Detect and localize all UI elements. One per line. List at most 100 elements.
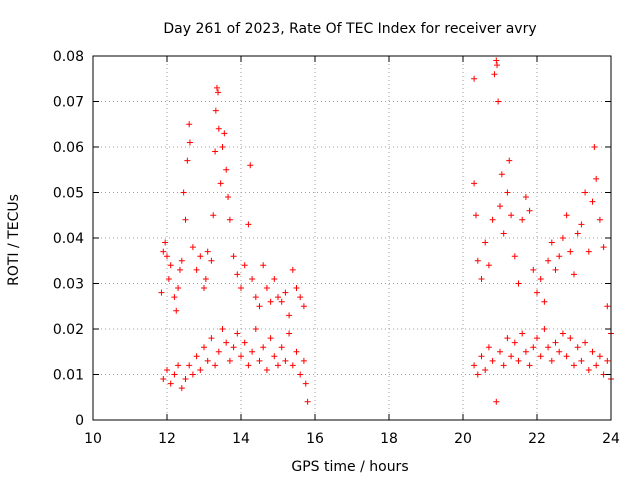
data-point bbox=[186, 362, 193, 369]
x-tick-label: 18 bbox=[380, 431, 398, 447]
data-point bbox=[197, 366, 204, 373]
data-point bbox=[204, 357, 211, 364]
data-point bbox=[508, 353, 515, 360]
data-point bbox=[571, 362, 577, 369]
y-tick-label: 0.07 bbox=[53, 95, 84, 111]
data-point bbox=[559, 235, 566, 241]
data-point bbox=[515, 280, 522, 287]
data-point bbox=[208, 335, 215, 342]
data-points bbox=[158, 57, 614, 405]
data-point bbox=[472, 212, 479, 219]
data-point bbox=[212, 148, 219, 155]
data-point bbox=[223, 339, 230, 346]
data-point bbox=[522, 194, 529, 201]
data-point bbox=[263, 285, 270, 292]
data-point bbox=[247, 162, 254, 169]
data-point bbox=[241, 262, 248, 269]
data-point bbox=[511, 339, 518, 346]
data-point bbox=[545, 344, 552, 351]
data-point bbox=[176, 266, 183, 273]
data-point bbox=[534, 335, 540, 342]
data-point bbox=[212, 362, 219, 369]
data-point bbox=[478, 353, 485, 360]
y-axis-ticks: 0 0.01 0.02 0.03 0.04 0.05 0.06 0.07 0.08 bbox=[53, 49, 611, 429]
data-point bbox=[552, 266, 559, 273]
data-point bbox=[482, 366, 489, 373]
gridlines bbox=[93, 56, 611, 420]
x-axis-ticks: 10 12 14 16 18 20 22 24 bbox=[84, 56, 620, 447]
data-point bbox=[482, 239, 489, 246]
data-point bbox=[286, 312, 293, 319]
data-point bbox=[271, 275, 278, 282]
data-point bbox=[175, 285, 182, 292]
data-point bbox=[256, 303, 263, 310]
data-point bbox=[497, 348, 503, 355]
data-point bbox=[604, 357, 611, 364]
data-point bbox=[215, 348, 222, 355]
data-point bbox=[489, 216, 496, 223]
data-point bbox=[604, 303, 611, 310]
data-point bbox=[230, 253, 237, 260]
data-point bbox=[537, 275, 544, 282]
y-tick-label: 0.04 bbox=[53, 231, 84, 247]
data-point bbox=[578, 221, 585, 228]
x-tick-label: 16 bbox=[306, 431, 324, 447]
data-point bbox=[541, 298, 548, 305]
data-point bbox=[541, 326, 548, 332]
data-point bbox=[182, 376, 189, 383]
data-point bbox=[275, 294, 281, 301]
data-point bbox=[173, 307, 180, 314]
data-point bbox=[210, 212, 217, 219]
data-point bbox=[534, 289, 540, 296]
data-point bbox=[552, 339, 559, 346]
x-tick-label: 14 bbox=[232, 431, 250, 447]
y-tick-label: 0.06 bbox=[53, 140, 84, 156]
data-point bbox=[182, 216, 189, 223]
x-tick-label: 24 bbox=[602, 431, 620, 447]
data-point bbox=[478, 275, 485, 282]
data-point bbox=[474, 371, 481, 378]
x-tick-label: 10 bbox=[84, 431, 102, 447]
data-point bbox=[567, 335, 574, 342]
data-point bbox=[304, 398, 311, 405]
data-point bbox=[300, 303, 307, 310]
data-point bbox=[491, 71, 498, 78]
data-point bbox=[289, 362, 296, 369]
data-point bbox=[519, 330, 526, 337]
data-point bbox=[548, 357, 555, 364]
data-point bbox=[506, 157, 513, 164]
data-point bbox=[489, 357, 496, 364]
data-point bbox=[582, 189, 589, 196]
data-point bbox=[186, 121, 193, 128]
data-point bbox=[275, 362, 281, 369]
data-point bbox=[278, 344, 285, 351]
data-point bbox=[189, 244, 196, 251]
data-point bbox=[493, 398, 500, 405]
data-point bbox=[193, 353, 200, 360]
data-point bbox=[593, 362, 600, 369]
data-point bbox=[234, 330, 241, 337]
data-point bbox=[171, 371, 178, 378]
y-tick-label: 0.05 bbox=[53, 186, 84, 202]
data-point bbox=[474, 257, 481, 264]
data-point bbox=[260, 262, 267, 269]
data-point bbox=[286, 330, 293, 337]
data-point bbox=[497, 203, 503, 210]
data-point bbox=[297, 294, 304, 301]
data-point bbox=[219, 326, 226, 332]
data-point bbox=[164, 366, 170, 373]
data-point bbox=[180, 189, 187, 196]
data-point bbox=[574, 344, 581, 351]
data-point bbox=[208, 257, 215, 264]
data-point bbox=[165, 275, 172, 282]
data-point bbox=[238, 353, 244, 360]
data-point bbox=[494, 62, 501, 69]
data-point bbox=[219, 144, 226, 150]
data-point bbox=[548, 239, 555, 246]
data-point bbox=[589, 348, 596, 355]
data-point bbox=[522, 348, 529, 355]
data-point bbox=[230, 344, 237, 351]
data-point bbox=[556, 253, 563, 260]
data-point bbox=[186, 139, 193, 146]
data-point bbox=[297, 371, 304, 378]
